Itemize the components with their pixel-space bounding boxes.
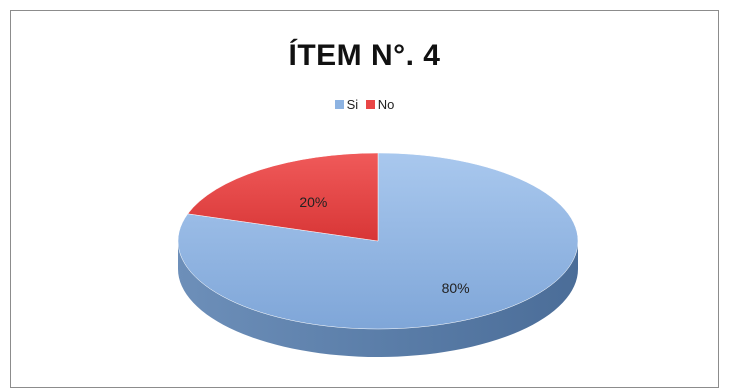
chart-title: ÍTEM N°. 4 (288, 39, 441, 72)
pie-chart: 80% 20% (177, 152, 579, 357)
legend-label-si: Si (346, 96, 359, 112)
data-label-no: 20% (299, 194, 327, 210)
pie-side-wall (178, 241, 578, 357)
data-label-si: 80% (442, 280, 470, 296)
chart-frame: ÍTEM N°. 4 Si No 80% 20% (10, 10, 719, 388)
legend-swatch-no (365, 99, 375, 109)
pie-slice-no (187, 152, 379, 242)
legend-label-no: No (377, 96, 395, 112)
legend: Si No (11, 95, 718, 112)
legend-item-no: No (365, 96, 395, 112)
legend-swatch-si (334, 99, 344, 109)
legend-item-si: Si (334, 96, 359, 112)
